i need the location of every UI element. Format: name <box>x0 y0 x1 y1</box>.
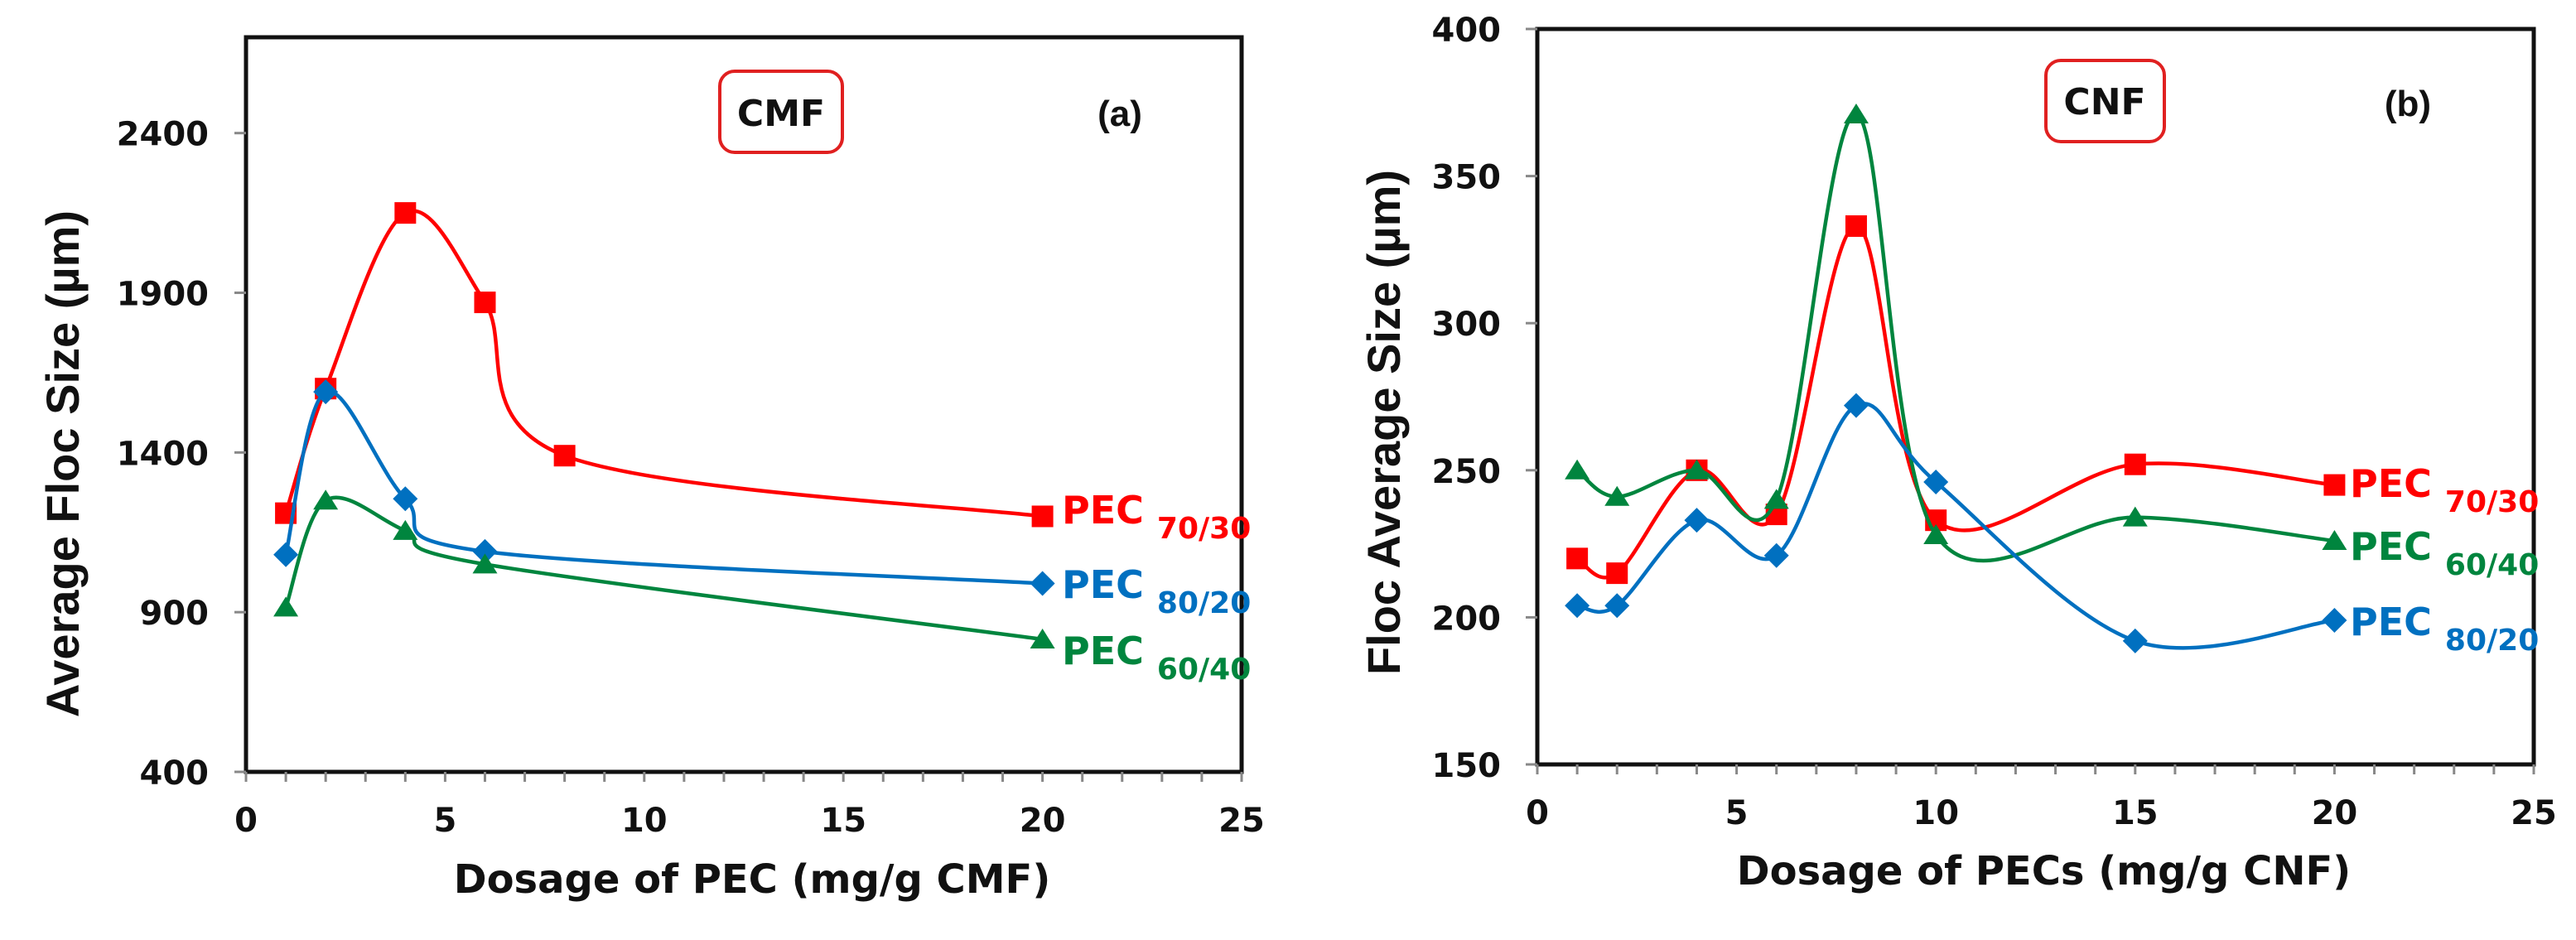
data-point-triangle <box>1843 104 1869 124</box>
x-tick-label: 20 <box>1020 802 1066 840</box>
series-pec-70-30: PEC 70/30 <box>275 202 1251 546</box>
series-label-ratio: 70/30 <box>1157 512 1251 546</box>
data-point-triangle <box>1030 628 1055 648</box>
y-tick-label: 900 <box>140 595 210 633</box>
y-tick-label: 150 <box>1432 747 1502 785</box>
data-point-diamond <box>472 538 498 564</box>
series-label: PEC 80/20 <box>1062 562 1251 620</box>
data-point-triangle <box>1763 489 1789 509</box>
x-tick-label: 15 <box>2112 794 2159 832</box>
series-pec-80-20: PEC 80/20 <box>273 379 1251 620</box>
data-point-triangle <box>393 519 418 540</box>
x-axis-title: Dosage of PECs (mg/g CNF) <box>1737 848 2352 894</box>
series-pec-60-40: PEC 60/40 <box>1565 104 2539 582</box>
panel-label: (b) <box>2385 84 2431 124</box>
series-label-ratio: 60/40 <box>2445 548 2539 582</box>
x-tick-label: 25 <box>2511 794 2557 832</box>
data-point-diamond <box>1565 593 1590 619</box>
data-point-triangle <box>1565 459 1590 480</box>
data-point-square <box>2124 453 2146 475</box>
series-pec-80-20: PEC 80/20 <box>1565 393 2539 658</box>
data-point-square <box>553 445 576 467</box>
series-label-ratio: 70/30 <box>2445 485 2539 519</box>
series-label-ratio: 80/20 <box>2445 624 2539 658</box>
series-label-ratio: 80/20 <box>1157 586 1251 620</box>
y-tick-label: 2400 <box>117 116 209 154</box>
y-tick-label: 200 <box>1432 600 1502 638</box>
data-point-triangle <box>2322 530 2347 551</box>
data-point-square <box>2323 474 2346 496</box>
data-point-diamond <box>393 486 418 512</box>
x-axis-title: Dosage of PEC (mg/g CMF) <box>454 856 1051 903</box>
series-label-name: PEC <box>1062 629 1157 673</box>
x-tick-label: 25 <box>1218 802 1265 840</box>
series-pec-60-40: PEC 60/40 <box>273 489 1251 687</box>
series-label: PEC 70/30 <box>2350 461 2539 519</box>
data-point-diamond <box>2322 607 2347 633</box>
chart-a-cmf: 0 5 10 15 20 25 400 900 1400 1900 2400 Dosage of PE… <box>36 35 1265 903</box>
y-tick-label: 350 <box>1432 159 1502 197</box>
series-label-name: PEC <box>1062 488 1157 533</box>
x-tick-label: 0 <box>234 802 258 840</box>
material-tag-box <box>2044 59 2166 143</box>
plot-area <box>1535 27 2536 767</box>
x-tick-label: 10 <box>621 802 668 840</box>
series-label-name: PEC <box>2350 461 2445 506</box>
x-tick-label: 20 <box>2312 794 2358 832</box>
data-point-square <box>1845 215 1867 237</box>
series-label-name: PEC <box>1062 562 1157 607</box>
series-label: PEC 80/20 <box>2350 600 2539 658</box>
data-point-diamond <box>1923 470 1949 495</box>
x-tick-label: 5 <box>433 802 456 840</box>
data-point-square <box>1031 505 1054 528</box>
series-label: PEC 60/40 <box>2350 524 2539 582</box>
x-tick-label: 15 <box>820 802 866 840</box>
material-tag: CMF <box>737 93 825 135</box>
y-axis-title: Floc Average Size (µm) <box>1358 170 1410 675</box>
chart-b-cnf: 0 5 10 15 20 25 150 200 250 300 350 400 Dosage of PE… <box>1358 12 2557 894</box>
data-point-triangle <box>472 553 498 574</box>
data-point-square <box>1606 562 1628 585</box>
data-point-triangle <box>1604 485 1630 506</box>
data-point-diamond <box>1843 393 1869 418</box>
plot-area <box>244 35 1244 774</box>
data-point-diamond <box>273 542 299 567</box>
y-tick-label: 400 <box>1432 12 1502 50</box>
data-point-triangle <box>2122 506 2148 527</box>
series-label-ratio: 60/40 <box>1157 653 1251 687</box>
material-tag-box <box>718 70 844 154</box>
data-point-diamond <box>1030 571 1055 596</box>
series-label-name: PEC <box>2350 600 2445 644</box>
data-point-triangle <box>1923 523 1949 544</box>
series-label-name: PEC <box>2350 524 2445 569</box>
data-point-square <box>474 292 496 314</box>
data-point-triangle <box>273 596 299 617</box>
data-point-triangle <box>313 489 339 510</box>
data-point-triangle <box>1684 459 1710 480</box>
data-point-diamond <box>1604 593 1630 619</box>
data-point-square <box>394 202 417 224</box>
data-point-diamond <box>1684 508 1710 533</box>
material-tag: CNF <box>2063 81 2145 123</box>
x-tick-label: 5 <box>1725 794 1749 832</box>
data-point-diamond <box>313 379 339 405</box>
data-point-square <box>1566 547 1589 570</box>
y-tick-label: 250 <box>1432 453 1502 491</box>
series-label: PEC 60/40 <box>1062 629 1251 687</box>
x-tick-label: 10 <box>1913 794 1959 832</box>
x-tick-label: 0 <box>1526 794 1549 832</box>
y-tick-label: 300 <box>1432 306 1502 344</box>
series-line <box>283 389 1043 586</box>
y-tick-label: 400 <box>140 754 210 793</box>
data-point-diamond <box>2122 628 2148 653</box>
panel-label: (a) <box>1097 94 1142 134</box>
y-tick-label: 1900 <box>117 276 209 314</box>
y-axis-title: Average Floc Size (µm) <box>36 210 89 717</box>
series-label: PEC 70/30 <box>1062 488 1251 546</box>
y-tick-label: 1400 <box>117 435 209 473</box>
data-point-diamond <box>1763 542 1789 568</box>
